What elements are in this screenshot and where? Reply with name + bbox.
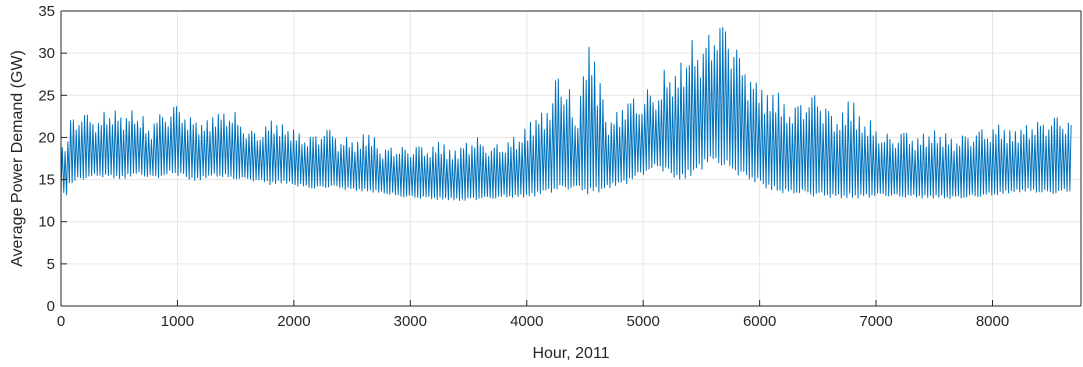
x-tick-label: 4000 [510, 313, 543, 330]
y-tick-label: 15 [38, 172, 55, 189]
x-tick-label: 1000 [161, 313, 194, 330]
x-tick-label: 7000 [859, 313, 892, 330]
axes [60, 10, 1082, 307]
x-axis-title: Hour, 2011 [532, 345, 609, 362]
y-tick-label: 30 [38, 45, 55, 62]
y-tick-label: 0 [47, 298, 55, 315]
y-tick-label: 35 [38, 3, 55, 20]
y-tick-label: 5 [47, 256, 55, 273]
x-tick-label: 0 [57, 313, 65, 330]
y-axis-title: Average Power Demand (GW) [9, 50, 26, 267]
y-tick-label: 25 [38, 87, 55, 104]
x-tick-label: 2000 [277, 313, 310, 330]
tick-labels: 0 1000 2000 3000 4000 5000 6000 7000 8000 0 5 10 15 2… [38, 3, 1009, 330]
x-tick-label: 3000 [394, 313, 427, 330]
x-tick-label: 8000 [976, 313, 1009, 330]
plot-area [60, 27, 1072, 202]
x-tick-label: 6000 [743, 313, 776, 330]
y-tick-label: 10 [38, 214, 55, 231]
power-demand-series-line [60, 27, 1072, 202]
x-tick-label: 5000 [627, 313, 660, 330]
y-tick-label: 20 [38, 129, 55, 146]
